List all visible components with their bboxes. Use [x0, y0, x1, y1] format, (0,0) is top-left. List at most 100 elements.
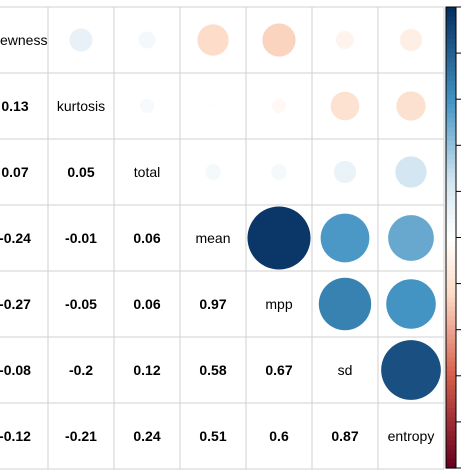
legend-swatch: [446, 149, 456, 156]
corr-circle-skewness-total: [138, 31, 156, 49]
corr-circle-skewness-mpp: [262, 23, 296, 57]
corr-circle-mpp-sd: [318, 277, 372, 331]
legend-swatch: [446, 269, 456, 275]
diagonal-label-mpp: mpp: [265, 296, 292, 312]
legend-swatch: [446, 348, 456, 354]
corr-value-entropy-mean: 0.51: [199, 428, 226, 444]
legend-swatch: [446, 449, 456, 455]
legend-swatch: [446, 431, 456, 437]
legend-swatch: [446, 34, 456, 40]
corr-value-sd-kurtosis: -0.2: [69, 362, 93, 378]
legend-swatch: [446, 371, 456, 377]
legend-swatch: [446, 246, 456, 252]
legend-swatch: [446, 242, 456, 248]
legend-swatch: [446, 444, 456, 451]
legend-swatch: [446, 265, 456, 271]
legend-swatch: [446, 278, 456, 285]
legend-swatch: [446, 71, 456, 77]
corr-circle-kurtosis-mean: [209, 102, 217, 110]
corr-value-sd-mean: 0.58: [199, 362, 226, 378]
legend-swatch: [446, 274, 456, 280]
legend-swatch: [446, 182, 456, 188]
legend-swatch: [446, 66, 456, 73]
legend-swatch: [446, 62, 456, 68]
diagonal-label-total: total: [134, 164, 160, 180]
corr-value-entropy-total: 0.24: [133, 428, 160, 444]
corr-circle-kurtosis-mpp: [271, 98, 287, 114]
legend-swatch: [446, 403, 456, 409]
legend-swatch: [446, 16, 456, 22]
legend-swatch: [446, 117, 456, 123]
upper-triangle-circles: [69, 23, 441, 400]
legend-swatch: [446, 94, 456, 100]
diagonal-label-sd: sd: [338, 362, 353, 378]
corr-circle-mean-entropy: [388, 215, 434, 261]
legend-swatch: [446, 334, 456, 340]
corr-value-mpp-mean: 0.97: [199, 296, 226, 312]
legend-swatch: [446, 366, 456, 372]
corr-value-kurtosis-skewness: 0.13: [1, 98, 28, 114]
legend-swatch: [446, 440, 456, 446]
legend-swatch: [446, 325, 456, 331]
legend-swatch: [446, 357, 456, 363]
corr-value-mean-total: 0.06: [133, 230, 160, 246]
legend-swatch: [446, 126, 456, 133]
corr-value-entropy-mpp: 0.6: [269, 428, 289, 444]
legend-swatch: [446, 454, 456, 460]
legend-swatch: [446, 205, 456, 211]
corr-value-total-skewness: 0.07: [1, 164, 28, 180]
legend-swatch: [446, 398, 456, 405]
corr-circle-skewness-mean: [197, 24, 229, 56]
legend-swatch: [446, 48, 456, 54]
legend-swatch: [446, 163, 456, 169]
corr-value-mean-skewness: -0.24: [0, 230, 31, 246]
diagonal-label-entropy: entropy: [388, 428, 435, 444]
corr-circle-kurtosis-entropy: [396, 91, 426, 121]
legend-swatch: [446, 302, 456, 308]
legend-swatch: [446, 417, 456, 423]
corr-circle-skewness-kurtosis: [69, 28, 93, 52]
corr-circle-sd-entropy: [381, 340, 441, 400]
legend-swatch: [446, 108, 456, 114]
legend-swatch: [446, 43, 456, 50]
corr-value-mpp-total: 0.06: [133, 296, 160, 312]
legend-swatch: [446, 255, 456, 262]
corr-value-sd-total: 0.12: [133, 362, 160, 378]
legend-swatch: [446, 136, 456, 142]
corr-value-mean-kurtosis: -0.01: [65, 230, 97, 246]
legend-swatch: [446, 394, 456, 400]
legend-swatch: [446, 385, 456, 391]
legend-swatch: [446, 209, 456, 216]
legend-swatch: [446, 412, 456, 418]
diagonal-label-kurtosis: kurtosis: [57, 98, 105, 114]
legend-swatch: [446, 186, 456, 192]
legend-swatch: [446, 223, 456, 229]
legend-swatch: [446, 159, 456, 165]
corr-circle-mean-sd: [320, 213, 370, 263]
legend-swatch: [446, 85, 456, 91]
legend-swatch: [446, 177, 456, 183]
legend-swatch: [446, 315, 456, 322]
corr-value-sd-mpp: 0.67: [265, 362, 292, 378]
grid-lines: [0, 6, 445, 470]
legend-swatch: [446, 145, 456, 151]
legend-swatch: [446, 30, 456, 36]
legend-swatch: [446, 288, 456, 294]
legend-swatch: [446, 168, 456, 174]
legend-swatch: [446, 140, 456, 146]
diagonal-label-mean: mean: [195, 230, 230, 246]
legend-swatch: [446, 122, 456, 128]
legend-swatch: [446, 99, 456, 105]
corr-circle-mean-mpp: [247, 206, 311, 270]
legend-swatch: [446, 338, 456, 345]
corr-circle-total-mpp: [271, 164, 287, 180]
corr-circle-kurtosis-total: [139, 98, 155, 114]
legend-swatch: [446, 191, 456, 197]
color-legend: [445, 6, 461, 469]
legend-swatch: [446, 103, 456, 110]
corr-value-mpp-skewness: -0.27: [0, 296, 31, 312]
corr-circle-kurtosis-sd: [330, 91, 360, 121]
corr-value-sd-skewness: -0.08: [0, 362, 31, 378]
corr-value-entropy-kurtosis: -0.21: [65, 428, 97, 444]
